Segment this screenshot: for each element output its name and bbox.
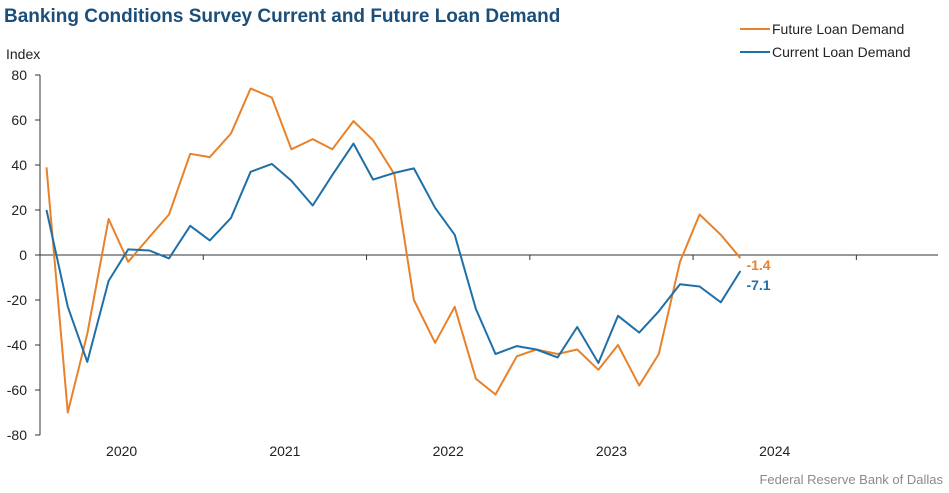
y-axis: 80 60 40 20 0 -20 -40 -60 -80 bbox=[7, 67, 41, 443]
series-layer: -1.4 -7.1 bbox=[45, 87, 771, 414]
legend-label: Current Loan Demand bbox=[772, 44, 911, 60]
x-axis: 2020 2021 2022 2023 2024 bbox=[39, 254, 938, 459]
legend: Future Loan Demand Current Loan Demand bbox=[740, 21, 911, 60]
x-tick-label: 2022 bbox=[433, 443, 464, 459]
y-tick-label: 80 bbox=[11, 67, 27, 83]
end-value-label: -1.4 bbox=[746, 257, 770, 273]
y-tick-label: 60 bbox=[11, 112, 27, 128]
series-line-future bbox=[45, 87, 742, 414]
x-tick-label: 2023 bbox=[596, 443, 627, 459]
source-note: Federal Reserve Bank of Dallas bbox=[759, 472, 943, 487]
end-value-label: -7.1 bbox=[746, 277, 770, 293]
chart-title: Banking Conditions Survey Current and Fu… bbox=[4, 6, 561, 27]
y-tick-label: -60 bbox=[7, 382, 27, 398]
y-tick-label: -40 bbox=[7, 337, 27, 353]
y-tick-label: -80 bbox=[7, 427, 27, 443]
y-tick-label: 40 bbox=[11, 157, 27, 173]
y-tick-label: -20 bbox=[7, 292, 27, 308]
legend-label: Future Loan Demand bbox=[772, 21, 904, 37]
y-tick-label: 20 bbox=[11, 202, 27, 218]
y-axis-title: Index bbox=[6, 46, 40, 62]
series-line-current bbox=[45, 142, 742, 364]
x-tick-label: 2024 bbox=[759, 443, 790, 459]
x-tick-label: 2020 bbox=[106, 443, 137, 459]
x-tick-label: 2021 bbox=[269, 443, 300, 459]
y-tick-label: 0 bbox=[19, 247, 27, 263]
